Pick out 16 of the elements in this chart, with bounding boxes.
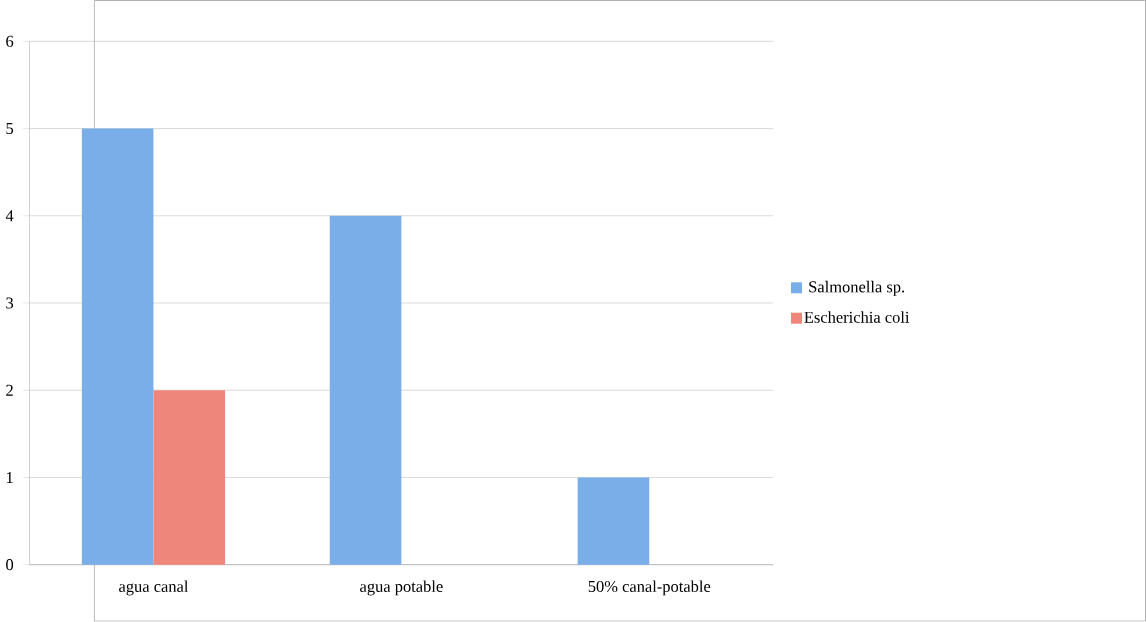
y-tick-label: 6 [6, 35, 14, 48]
x-tick-label: agua potable [360, 580, 443, 596]
x-tick-label: 50% canal-potable [588, 580, 711, 596]
legend-label: Escherichia coli [804, 311, 910, 324]
y-tick-label: 3 [6, 297, 14, 309]
bar [81, 128, 154, 565]
legend-label: Salmonella sp. [809, 281, 905, 296]
y-tick-label: 4 [5, 210, 14, 222]
y-tick-label: 5 [6, 123, 14, 135]
y-tick-label: 1 [6, 472, 13, 484]
bar [577, 477, 650, 565]
y-tick-label: 0 [6, 559, 14, 571]
x-tick-label: agua canal [119, 580, 189, 596]
bar [329, 215, 402, 565]
bar [153, 390, 226, 565]
y-tick-label: 2 [6, 384, 13, 396]
